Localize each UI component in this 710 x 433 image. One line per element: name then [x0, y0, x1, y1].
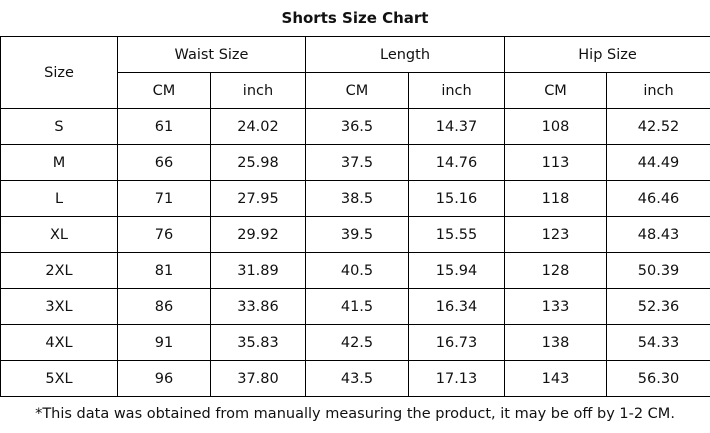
table-row: 4XL 91 35.83 42.5 16.73 138 54.33 — [0, 324, 710, 361]
value-cell: 40.5 — [305, 252, 409, 289]
value-cell: 27.95 — [210, 180, 306, 217]
value-cell: 123 — [504, 216, 608, 253]
value-cell: 14.76 — [407, 144, 506, 181]
group-header: Waist Size — [117, 36, 306, 73]
value-cell: 33.86 — [210, 288, 306, 325]
table-row: 2XL 81 31.89 40.5 15.94 128 50.39 — [0, 252, 710, 289]
value-cell: 42.5 — [305, 324, 409, 361]
group-header: Hip Size — [504, 36, 710, 73]
value-cell: 46.46 — [606, 180, 710, 217]
group-header: Length — [304, 36, 506, 73]
value-cell: 128 — [504, 252, 608, 289]
size-cell: 4XL — [0, 324, 118, 361]
value-cell: 52.36 — [606, 288, 710, 325]
value-cell: 143 — [504, 360, 608, 397]
title: Shorts Size Chart — [281, 9, 429, 27]
value-cell: 15.94 — [407, 252, 506, 289]
table-row: 3XL 86 33.86 41.5 16.34 133 52.36 — [0, 288, 710, 325]
value-cell: 43.5 — [305, 360, 409, 397]
value-cell: 15.55 — [407, 216, 506, 253]
unit-header: CM — [504, 72, 608, 109]
unit-header: inch — [210, 72, 306, 109]
value-cell: 71 — [117, 180, 211, 217]
value-cell: 56.30 — [606, 360, 710, 397]
value-cell: 61 — [117, 108, 211, 145]
value-cell: 37.80 — [210, 360, 306, 397]
value-cell: 38.5 — [305, 180, 409, 217]
size-cell: L — [0, 180, 118, 217]
value-cell: 42.52 — [606, 108, 710, 145]
value-cell: 25.98 — [210, 144, 306, 181]
value-cell: 37.5 — [305, 144, 409, 181]
value-cell: 54.33 — [606, 324, 710, 361]
table-row: L 71 27.95 38.5 15.16 118 46.46 — [0, 180, 710, 217]
value-cell: 39.5 — [305, 216, 409, 253]
unit-header: inch — [606, 72, 710, 109]
size-cell: 3XL — [0, 288, 118, 325]
size-cell: XL — [0, 216, 118, 253]
value-cell: 48.43 — [606, 216, 710, 253]
value-cell: 96 — [117, 360, 211, 397]
value-cell: 81 — [117, 252, 211, 289]
value-cell: 16.34 — [407, 288, 506, 325]
unit-header: CM — [305, 72, 409, 109]
value-cell: 133 — [504, 288, 608, 325]
unit-header: inch — [407, 72, 506, 109]
table-row: Size Waist Size Length Hip Size — [0, 36, 710, 109]
value-cell: 17.13 — [407, 360, 506, 397]
table-row: M 66 25.98 37.5 14.76 113 44.49 — [0, 144, 710, 181]
value-cell: 36.5 — [305, 108, 409, 145]
table-row: CM inch CM inch CM inch — [1, 72, 710, 109]
size-cell: M — [0, 144, 118, 181]
size-cell: 2XL — [0, 252, 118, 289]
value-cell: 14.37 — [407, 108, 506, 145]
value-cell: 66 — [117, 144, 211, 181]
value-cell: 91 — [117, 324, 211, 361]
value-cell: 31.89 — [210, 252, 306, 289]
value-cell: 118 — [504, 180, 608, 217]
value-cell: 138 — [504, 324, 608, 361]
value-cell: 24.02 — [210, 108, 306, 145]
value-cell: 50.39 — [606, 252, 710, 289]
value-cell: 44.49 — [606, 144, 710, 181]
value-cell: 86 — [117, 288, 211, 325]
unit-header: CM — [117, 72, 211, 109]
value-cell: 113 — [504, 144, 608, 181]
table-row: 5XL 96 37.80 43.5 17.13 143 56.30 — [0, 360, 710, 397]
table-row: XL 76 29.92 39.5 15.55 123 48.43 — [0, 216, 710, 253]
value-cell: 29.92 — [210, 216, 306, 253]
value-cell: 76 — [117, 216, 211, 253]
size-cell: S — [0, 108, 118, 145]
value-cell: 108 — [504, 108, 608, 145]
value-cell: 16.73 — [407, 324, 506, 361]
value-cell: 41.5 — [305, 288, 409, 325]
footnote: *This data was obtained from manually me… — [35, 406, 675, 422]
size-header: Size — [0, 36, 118, 109]
size-table: Size Waist Size Length Hip Size CM inch CM inch… — [0, 36, 710, 397]
value-cell: 35.83 — [210, 324, 306, 361]
table-row: S 61 24.02 36.5 14.37 108 42.52 — [0, 108, 710, 145]
value-cell: 15.16 — [407, 180, 506, 217]
size-cell: 5XL — [0, 360, 118, 397]
